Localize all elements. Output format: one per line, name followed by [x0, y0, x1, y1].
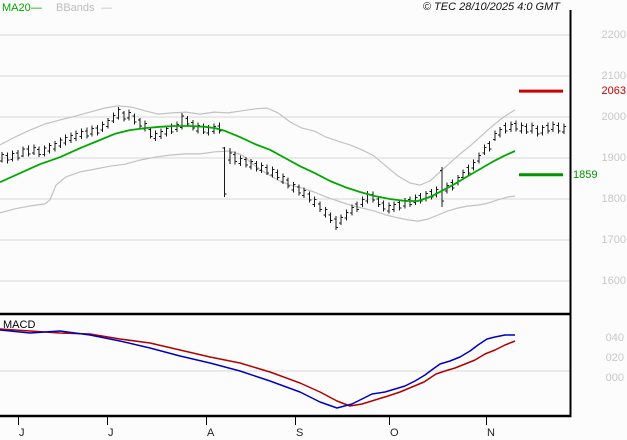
- price-tick-label: 2000: [601, 111, 626, 123]
- price-tick-label: 2100: [601, 70, 626, 82]
- macd-panel-label: MACD: [3, 319, 36, 331]
- month-label: O: [390, 427, 399, 439]
- month-label: S: [296, 427, 304, 439]
- legend-bbands-label: BBands: [56, 2, 95, 14]
- ma20-line: [0, 125, 516, 202]
- price-tick-label: 1900: [601, 152, 626, 164]
- macd-line: [0, 329, 515, 409]
- macd-tick-label: 000: [605, 372, 624, 384]
- month-label: J: [19, 427, 25, 439]
- price-tick-label: 1700: [601, 234, 626, 246]
- macd-signal-line: [0, 328, 516, 407]
- legend-ma20-label: MA20: [2, 2, 31, 14]
- level-label-1859: 1859: [573, 168, 598, 181]
- legend-bbands-dash: —: [101, 2, 112, 14]
- price-tick-label: 1800: [601, 193, 626, 205]
- ohlc-bars: [0, 107, 566, 231]
- macd-tick-label: 020: [605, 352, 624, 364]
- price-tick-label: 1600: [601, 275, 626, 287]
- price-tick-label: 2200: [601, 29, 626, 41]
- bollinger-upper-band: [0, 105, 516, 186]
- month-label: A: [207, 427, 215, 439]
- level-label-2063: 2063: [601, 85, 626, 98]
- macd-tick-label: 040: [605, 332, 624, 344]
- month-label: J: [108, 427, 114, 439]
- month-label: N: [487, 427, 495, 439]
- legend-ma20-dash: —: [31, 2, 42, 14]
- copyright-text: © TEC 28/10/2025 4:0 GMT: [422, 1, 560, 13]
- bollinger-lower-band: [0, 150, 516, 222]
